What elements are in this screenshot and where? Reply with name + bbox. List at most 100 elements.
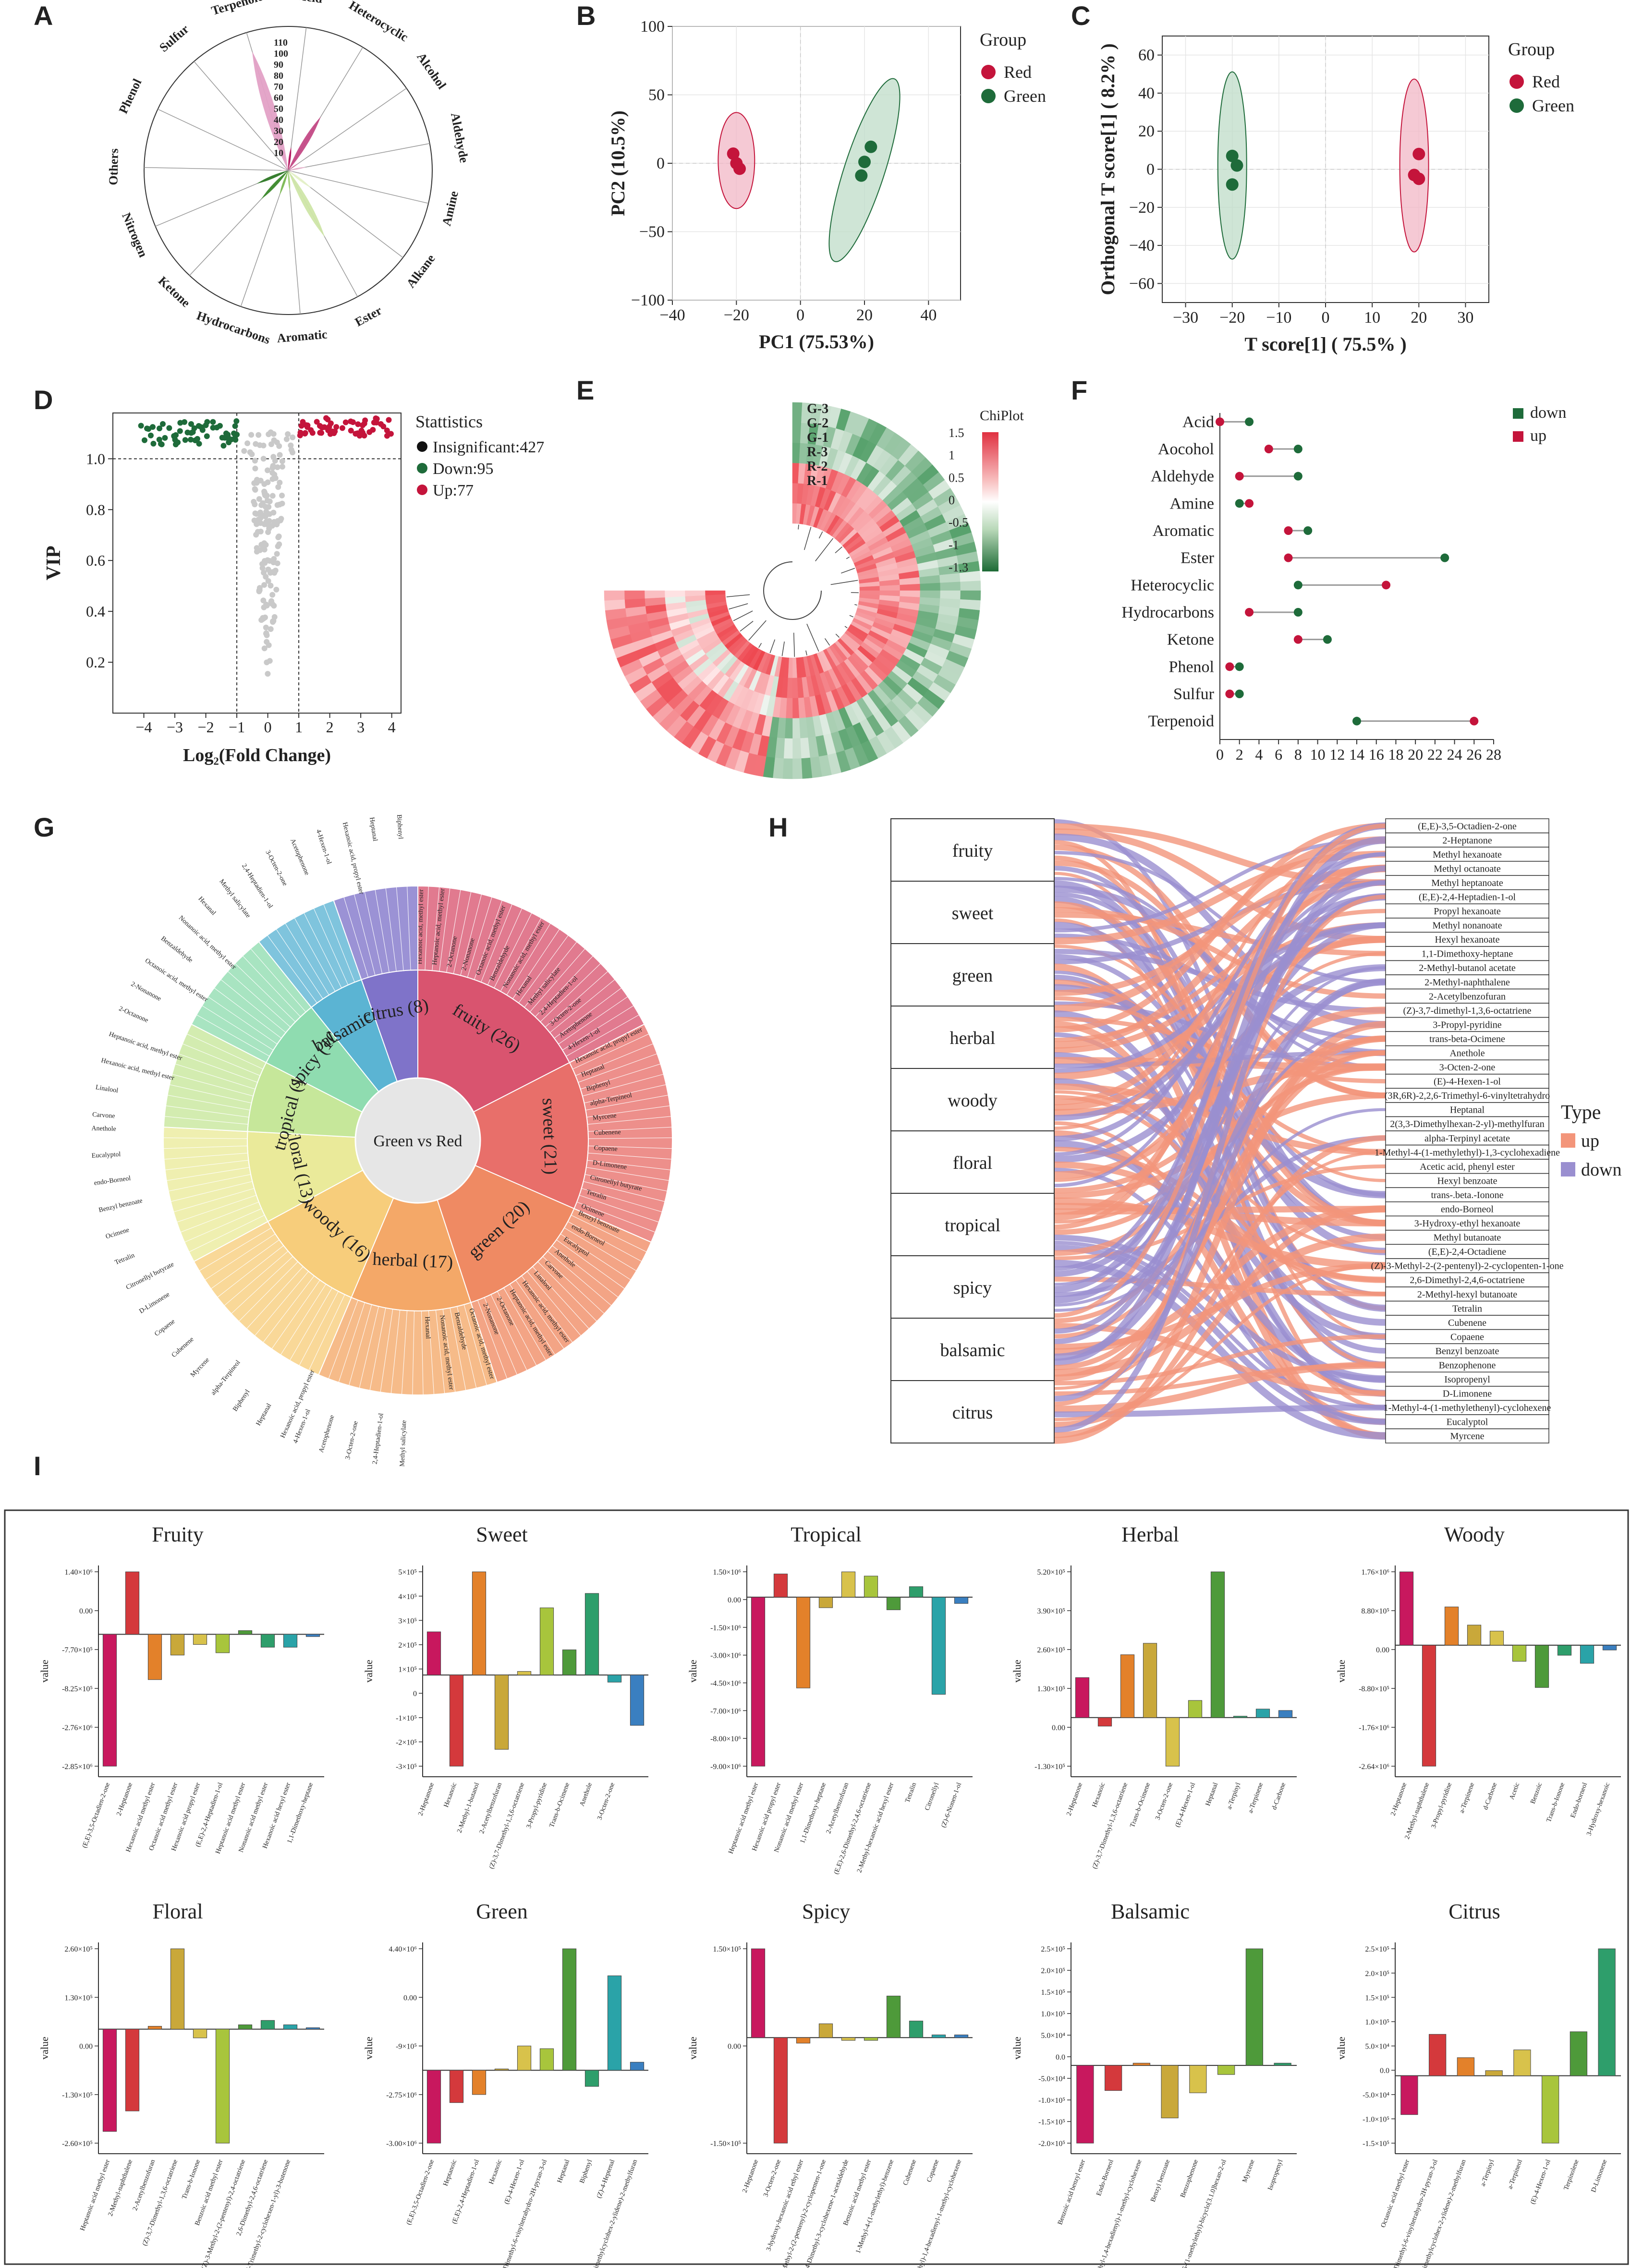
target-label: 2-Methyl-naphthalene — [1424, 977, 1510, 988]
target-node — [1385, 1159, 1549, 1174]
sample-label: R-3 — [807, 445, 828, 460]
x-tick-label: Trans-b-Ocimene — [548, 1782, 572, 1828]
x-tick-label: Hexanoic — [488, 2159, 503, 2185]
dendrogram-branch — [793, 632, 795, 657]
insignificant-point — [274, 560, 280, 567]
legend-label: Red — [1532, 72, 1560, 91]
heatmap-cell — [792, 718, 801, 739]
y-tick-label: 2.60×10⁵ — [1037, 1646, 1065, 1654]
y-tick-label: 20 — [1138, 122, 1155, 140]
target-label: Tetralin — [1452, 1303, 1482, 1314]
insignificant-point — [290, 449, 296, 456]
compound-label: Methyl salicylate — [218, 878, 252, 919]
legend-label: Red — [1004, 62, 1032, 82]
insignificant-point — [252, 458, 258, 464]
down-point — [188, 421, 195, 427]
compound-divider — [175, 1064, 256, 1090]
compound-label: Citronellyl butyrate — [125, 1261, 175, 1292]
radar-category-label: Phenol — [116, 76, 145, 116]
scatter-C: −30 −20 −10 0 10 20 30 −60 −40 −20 0 20 40 60 T score[… — [1097, 36, 1574, 355]
down-point — [231, 430, 237, 437]
y-tick-label: -2.60×10⁵ — [62, 2140, 93, 2148]
bar — [1278, 1710, 1293, 1718]
compound-divider — [518, 935, 569, 1003]
legend-label: up — [1530, 427, 1546, 445]
target-label: Heptanal — [1450, 1105, 1485, 1116]
compound-divider — [457, 1306, 477, 1388]
colorbar-tick: -1.3 — [949, 560, 968, 574]
radar-category-label: Ester — [353, 303, 384, 329]
compound-divider — [196, 1014, 270, 1057]
radar-rtick: 90 — [274, 60, 283, 70]
bar — [426, 2070, 441, 2144]
compound-divider — [432, 886, 440, 971]
x-tick-label: 16 — [1369, 746, 1384, 763]
insignificant-point — [265, 529, 271, 535]
x-tick-label: 18 — [1388, 746, 1403, 763]
insignificant-point — [277, 452, 283, 458]
y-tick-label: -1.5×10⁵ — [1363, 2140, 1389, 2148]
dendrogram-branch — [835, 633, 840, 638]
compound-label: Methyl salicylate — [399, 1420, 408, 1467]
x-tick-label: −2 — [198, 718, 214, 736]
up-point — [1470, 716, 1479, 726]
y-tick-label: 2.0×10⁵ — [1365, 1970, 1389, 1978]
y-tick-label: -8.25×10⁵ — [62, 1685, 93, 1693]
compound-divider — [235, 963, 296, 1022]
y-tick-label: 2.5×10⁵ — [1041, 1945, 1065, 1953]
up-point — [333, 424, 340, 430]
bar — [125, 2029, 140, 2111]
compound-ring — [193, 1221, 352, 1376]
compound-ring — [163, 1127, 269, 1262]
compound-divider — [299, 1291, 339, 1366]
insignificant-point — [261, 645, 268, 652]
x-tick-label: Biphenyl — [579, 2159, 594, 2184]
compound-divider — [581, 1188, 662, 1213]
y-tick-label: 1.40×10⁶ — [64, 1568, 93, 1577]
bar — [1165, 1717, 1180, 1767]
y-tick-label: 1.30×10⁵ — [1037, 1685, 1065, 1693]
sample-label: G-1 — [807, 430, 828, 445]
heatmap-cell — [920, 590, 941, 599]
y-tick-label: -1.50×10⁶ — [710, 1624, 741, 1632]
compound-divider — [578, 1053, 657, 1083]
up-point — [348, 418, 354, 424]
sankey-flow — [1054, 1361, 1386, 1413]
x-tick-label: 2-Heptanone — [1065, 1782, 1084, 1817]
target-label: endo-Borneol — [1441, 1204, 1494, 1215]
bar — [1422, 1645, 1436, 1767]
category-label: Ester — [1181, 549, 1215, 567]
down-point — [177, 428, 183, 434]
y-tick-label: -2.76×10⁶ — [62, 1724, 93, 1732]
y-tick-label: 0 — [1146, 161, 1155, 179]
insignificant-point — [271, 437, 277, 443]
sample-label: R-1 — [807, 473, 828, 488]
insignificant-point — [252, 465, 258, 472]
compound-divider — [169, 1084, 252, 1104]
down-point — [203, 422, 209, 428]
compound-label: Myrcene — [592, 1112, 617, 1122]
subplot-title: Tropical — [791, 1523, 862, 1546]
x-tick-label: 3-Octen-2-one — [596, 1782, 616, 1821]
x-axis-label: PC1 (75.53%) — [759, 331, 874, 352]
compound-divider — [231, 1256, 293, 1314]
bar — [170, 1634, 185, 1656]
compound-divider — [375, 889, 389, 973]
x-tick-label: a-Terpinyl — [1479, 2159, 1496, 2187]
radar-petal — [288, 163, 299, 170]
compound-label: Linalool — [95, 1084, 119, 1094]
dendrogram-branch — [805, 650, 807, 655]
panel-label-f: F — [1071, 375, 1088, 405]
category-label: Hydrocarbons — [1121, 604, 1214, 621]
sample-label: G-2 — [807, 416, 828, 431]
bar — [517, 1671, 532, 1675]
x-tick-label: Myrcene — [1242, 2159, 1256, 2183]
compound-divider — [463, 1304, 487, 1386]
x-tick-label: 0 — [264, 718, 272, 736]
bar — [841, 2037, 856, 2041]
compound-divider — [540, 963, 601, 1022]
heatmap-cell — [624, 590, 645, 600]
bar — [260, 2020, 275, 2030]
bar — [1512, 1645, 1527, 1662]
